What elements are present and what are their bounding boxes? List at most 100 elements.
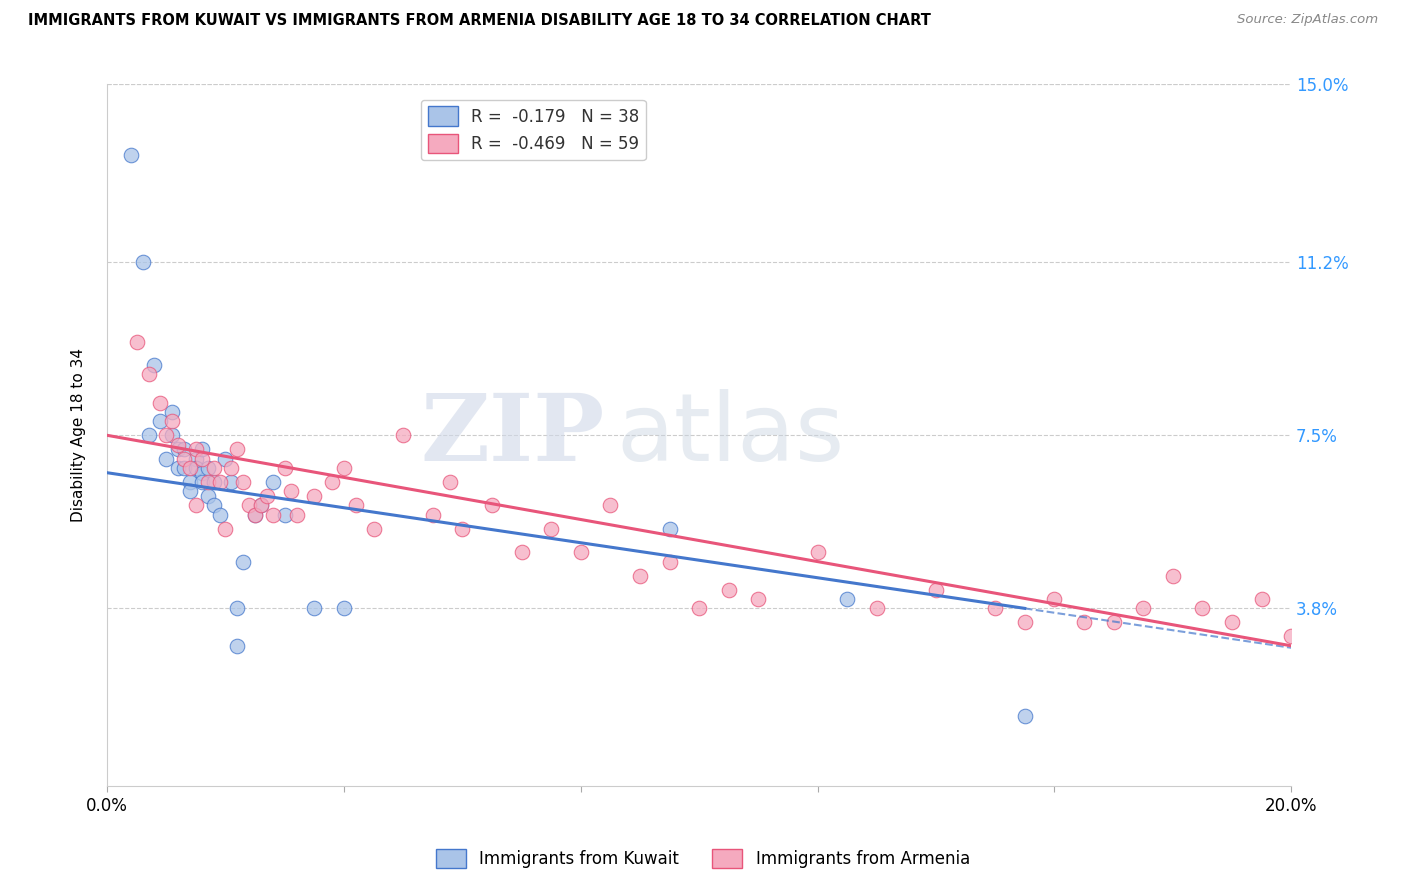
Point <box>197 475 219 489</box>
Point <box>285 508 308 522</box>
Point <box>510 545 533 559</box>
Point <box>439 475 461 489</box>
Point <box>747 592 769 607</box>
Point <box>243 508 266 522</box>
Point <box>149 395 172 409</box>
Point <box>1073 615 1095 630</box>
Point <box>658 522 681 536</box>
Point <box>125 334 148 349</box>
Point <box>1250 592 1272 607</box>
Point <box>344 499 367 513</box>
Point <box>184 461 207 475</box>
Point <box>717 582 740 597</box>
Point <box>232 475 254 489</box>
Point <box>179 484 201 499</box>
Point <box>155 451 177 466</box>
Point <box>179 475 201 489</box>
Point <box>173 451 195 466</box>
Point <box>238 499 260 513</box>
Point <box>191 475 214 489</box>
Point <box>333 461 356 475</box>
Point <box>221 461 243 475</box>
Point <box>333 601 356 615</box>
Point <box>214 451 236 466</box>
Point <box>1191 601 1213 615</box>
Point <box>628 568 651 582</box>
Point <box>173 461 195 475</box>
Point <box>250 499 273 513</box>
Point <box>540 522 562 536</box>
Y-axis label: Disability Age 18 to 34: Disability Age 18 to 34 <box>72 348 86 523</box>
Point <box>363 522 385 536</box>
Text: IMMIGRANTS FROM KUWAIT VS IMMIGRANTS FROM ARMENIA DISABILITY AGE 18 TO 34 CORREL: IMMIGRANTS FROM KUWAIT VS IMMIGRANTS FRO… <box>28 13 931 29</box>
Point <box>984 601 1007 615</box>
Point <box>138 428 160 442</box>
Point <box>243 508 266 522</box>
Point <box>262 475 284 489</box>
Point <box>304 601 326 615</box>
Point <box>304 489 326 503</box>
Text: atlas: atlas <box>616 389 845 482</box>
Point <box>837 592 859 607</box>
Point <box>191 451 214 466</box>
Point <box>451 522 474 536</box>
Point <box>925 582 948 597</box>
Point <box>197 461 219 475</box>
Point <box>1279 630 1302 644</box>
Point <box>1102 615 1125 630</box>
Point <box>184 442 207 457</box>
Point <box>214 522 236 536</box>
Point <box>149 414 172 428</box>
Point <box>167 437 190 451</box>
Point <box>1220 615 1243 630</box>
Point <box>226 442 249 457</box>
Point <box>232 555 254 569</box>
Point <box>155 428 177 442</box>
Point <box>202 499 225 513</box>
Point <box>131 255 153 269</box>
Point <box>392 428 415 442</box>
Point <box>191 442 214 457</box>
Point <box>1161 568 1184 582</box>
Point <box>688 601 710 615</box>
Point <box>226 639 249 653</box>
Text: Source: ZipAtlas.com: Source: ZipAtlas.com <box>1237 13 1378 27</box>
Point <box>167 442 190 457</box>
Point <box>202 461 225 475</box>
Point <box>1014 709 1036 723</box>
Point <box>208 475 231 489</box>
Point <box>221 475 243 489</box>
Point <box>179 461 201 475</box>
Point <box>273 461 295 475</box>
Point <box>658 555 681 569</box>
Point <box>806 545 828 559</box>
Point <box>256 489 278 503</box>
Point <box>208 508 231 522</box>
Legend: Immigrants from Kuwait, Immigrants from Armenia: Immigrants from Kuwait, Immigrants from … <box>429 842 977 875</box>
Point <box>280 484 302 499</box>
Point <box>273 508 295 522</box>
Point <box>262 508 284 522</box>
Point <box>202 475 225 489</box>
Point <box>599 499 621 513</box>
Point <box>1043 592 1066 607</box>
Point <box>138 368 160 382</box>
Point <box>197 489 219 503</box>
Point <box>1132 601 1154 615</box>
Point <box>120 147 142 161</box>
Point <box>160 405 183 419</box>
Point <box>160 428 183 442</box>
Legend: R =  -0.179   N = 38, R =  -0.469   N = 59: R = -0.179 N = 38, R = -0.469 N = 59 <box>420 100 645 160</box>
Point <box>321 475 343 489</box>
Point <box>143 358 166 372</box>
Point <box>160 414 183 428</box>
Point <box>191 466 214 480</box>
Point <box>422 508 444 522</box>
Point <box>184 451 207 466</box>
Point <box>1014 615 1036 630</box>
Point <box>184 499 207 513</box>
Point <box>167 461 190 475</box>
Point <box>250 499 273 513</box>
Point <box>226 601 249 615</box>
Text: ZIP: ZIP <box>420 391 605 480</box>
